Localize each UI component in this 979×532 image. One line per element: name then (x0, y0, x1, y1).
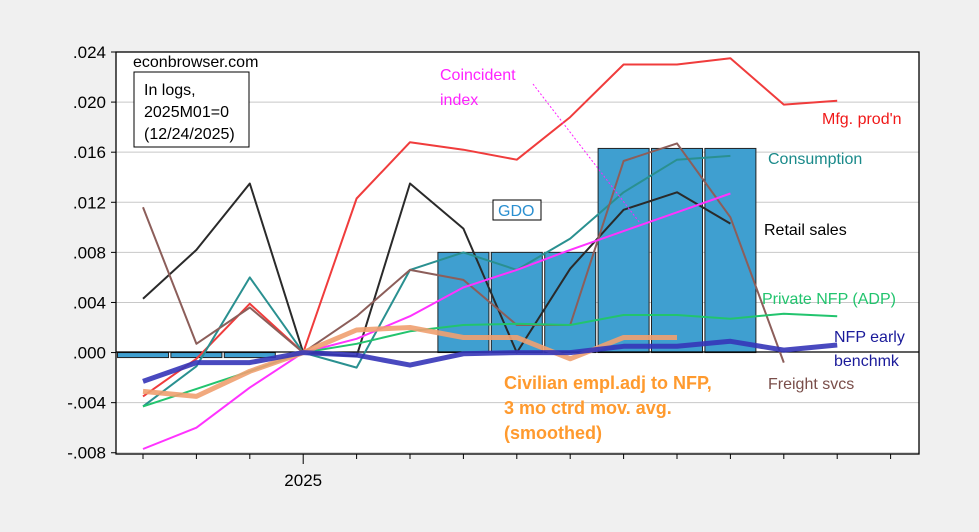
adp-label: Private NFP (ADP) (762, 291, 896, 308)
y-axis: .024 .020 .016 .012 .008 .004 .000 -.004 -.008 (67, 43, 116, 463)
gdo-bar (597, 147, 650, 354)
series-line-consumption (142, 154, 731, 408)
y-tick-label: .024 (73, 43, 106, 62)
note-line-2: 2025M01=0 (144, 104, 229, 121)
series-lines (142, 57, 838, 450)
nfp-label-1: NFP early (834, 329, 905, 346)
mfg-label: Mfg. prod'n (822, 111, 902, 128)
nfp-label-2: benchmk (834, 353, 900, 370)
y-tick-label: .004 (73, 293, 106, 312)
series-line-retail-sales (142, 182, 731, 358)
y-tick-label: -.004 (67, 394, 106, 413)
civilian-label-3: (smoothed) (504, 423, 602, 443)
gdo-bar (170, 352, 223, 359)
gdo-bar (651, 147, 703, 354)
gdo-bar (117, 352, 169, 359)
civilian-label-1: Civilian empl.adj to NFP, (504, 373, 712, 393)
gdo-label-box (492, 199, 542, 221)
coincident-label-2: index (440, 92, 478, 109)
gdo-bar (704, 147, 757, 354)
retail-label: Retail sales (764, 222, 847, 239)
x-axis: 2025 (142, 454, 892, 490)
x-tick-label: 2025 (284, 471, 322, 490)
consumption-label: Consumption (768, 151, 862, 168)
y-tick-label: -.008 (67, 444, 106, 463)
series-line-nfp-early-benchmk (142, 338, 838, 384)
y-tick-label: .000 (73, 344, 106, 363)
series-line-freight-svcs (142, 142, 785, 363)
freight-label: Freight svcs (768, 376, 854, 393)
y-tick-label: .016 (73, 143, 106, 162)
note-line-3: (12/24/2025) (144, 126, 235, 143)
note-line-1: In logs, (144, 82, 196, 99)
plot-frame (115, 51, 920, 455)
gdo-bars (117, 147, 757, 359)
series-line-mfg-prod-n (142, 57, 838, 398)
y-tick-label: .020 (73, 93, 106, 112)
coincident-label-1: Coincident (440, 67, 516, 84)
y-tick-label: .012 (73, 193, 106, 212)
source-label: econbrowser.com (133, 54, 258, 71)
coincident-leader-line (532, 83, 641, 224)
note-box (133, 71, 250, 148)
series-line-coincident-index (142, 192, 731, 450)
civilian-label-2: 3 mo ctrd mov. avg. (504, 398, 672, 418)
gdo-label: GDO (498, 203, 534, 220)
y-tick-label: .008 (73, 243, 106, 262)
